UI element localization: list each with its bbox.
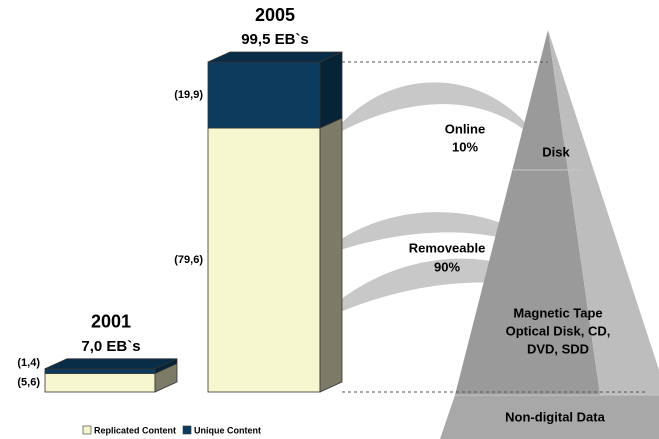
legend-label: Replicated Content <box>94 425 176 435</box>
level-label: Optical Disk, CD, <box>506 323 611 338</box>
swoosh <box>340 82 545 150</box>
value-label: (5,6) <box>17 377 40 389</box>
online-pct: 10% <box>452 139 478 154</box>
bar-segment <box>44 373 156 393</box>
pyramid <box>440 30 659 439</box>
level-label: DVD, SDD <box>527 341 589 356</box>
removeable-label: Removeable <box>409 240 486 255</box>
removeable-pct: 90% <box>434 259 460 274</box>
bar-side <box>319 51 343 129</box>
legend-label: Unique Content <box>194 425 261 435</box>
level-label: Disk <box>542 144 570 159</box>
total-label: 7,0 EB`s <box>81 338 140 355</box>
category-label: 2001 <box>91 312 131 332</box>
category-label: 2005 <box>255 5 295 25</box>
bar-side <box>319 117 343 393</box>
level-label: Non-digital Data <box>505 409 605 424</box>
value-label: (1,4) <box>17 357 40 369</box>
legend-swatch <box>182 425 192 435</box>
total-label: 99,5 EB`s <box>241 31 309 48</box>
online-label: Online <box>445 121 485 136</box>
pyramid-right <box>548 30 659 395</box>
bar-segment <box>207 61 321 129</box>
bar-segment <box>207 127 321 393</box>
value-label: (79,6) <box>174 254 203 266</box>
value-label: (19,9) <box>174 89 203 101</box>
level-label: Magnetic Tape <box>513 305 602 320</box>
legend-swatch <box>82 425 92 435</box>
pyramid-left <box>455 30 600 395</box>
pyramid-base <box>440 395 659 439</box>
bar-top <box>207 51 343 63</box>
bar-top <box>44 358 178 370</box>
swoosh <box>340 212 560 260</box>
bar-segment <box>44 368 156 374</box>
